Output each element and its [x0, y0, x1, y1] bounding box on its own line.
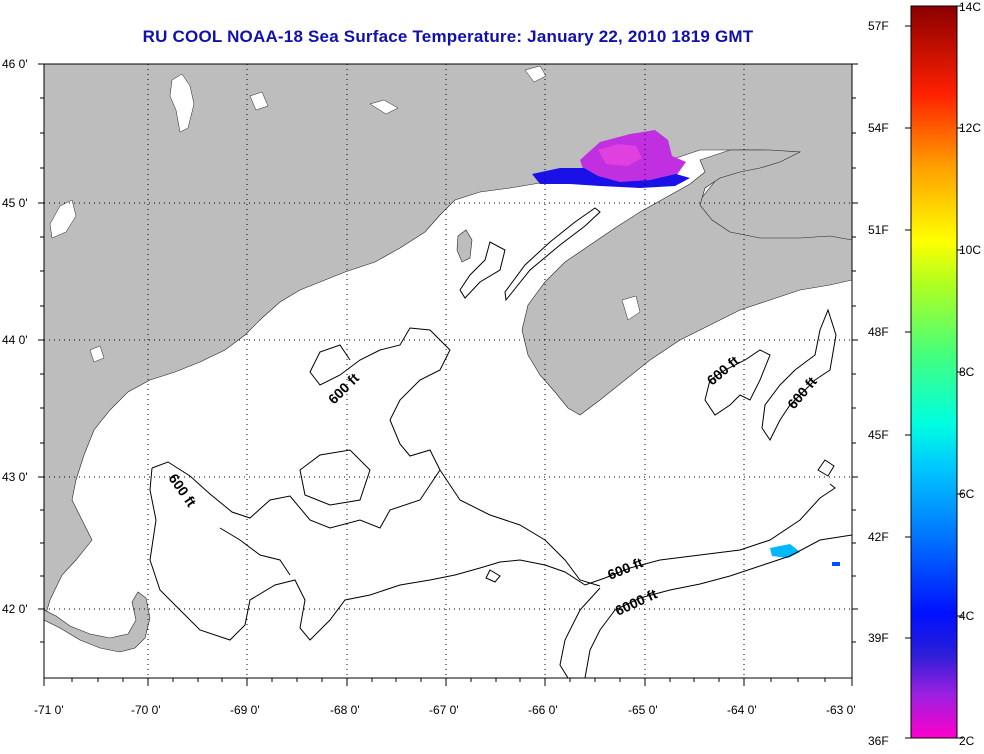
colorbar-label-48f: 48F	[868, 325, 889, 339]
colorbar-label-51f: 51F	[868, 223, 889, 237]
colorbar-label-57f: 57F	[868, 19, 889, 33]
colorbar-label-14c: 14C	[959, 0, 982, 14]
lat-label-44: 44 0'	[2, 333, 28, 347]
lon-label-65: -65 0'	[628, 703, 658, 717]
colorbar	[910, 5, 958, 739]
lon-label-70: -70 0'	[131, 703, 161, 717]
colorbar-label-45f: 45F	[868, 428, 889, 442]
lon-label-64: -64 0'	[727, 703, 757, 717]
land-cape-cod	[44, 591, 151, 653]
colorbar-label-4c: 4C	[959, 609, 975, 623]
colorbar-label-39f: 39F	[868, 631, 889, 645]
depth-contours	[149, 241, 852, 678]
lon-label-63: -63 0'	[826, 703, 856, 717]
map-title: RU COOL NOAA-18 Sea Surface Temperature:…	[142, 27, 754, 46]
colorbar-label-36f: 36F	[868, 734, 889, 748]
colorbar-label-12c: 12C	[959, 121, 982, 135]
lat-label-42: 42 0'	[2, 602, 28, 616]
colorbar-label-10c: 10C	[959, 243, 982, 257]
lon-label-69: -69 0'	[230, 703, 260, 717]
sst-patch-fundy-blue	[532, 168, 690, 188]
colorbar-label-54f: 54F	[868, 121, 889, 135]
land-nova-scotia	[521, 149, 852, 416]
colorbar-label-2c: 2C	[959, 734, 975, 748]
colorbar-label-8c: 8C	[959, 365, 975, 379]
colorbar-label-6c: 6C	[959, 487, 975, 501]
lon-label-68: -68 0'	[330, 703, 360, 717]
lon-label-66: -66 0'	[528, 703, 558, 717]
lon-label-67: -67 0'	[429, 703, 459, 717]
lat-label-46: 46 0'	[2, 57, 28, 71]
lat-label-45: 45 0'	[2, 196, 28, 210]
lon-label-71: -71 0'	[34, 703, 64, 717]
colorbar-label-42f: 42F	[868, 530, 889, 544]
land-grand-manan	[456, 229, 473, 263]
lat-label-43: 43 0'	[2, 470, 28, 484]
